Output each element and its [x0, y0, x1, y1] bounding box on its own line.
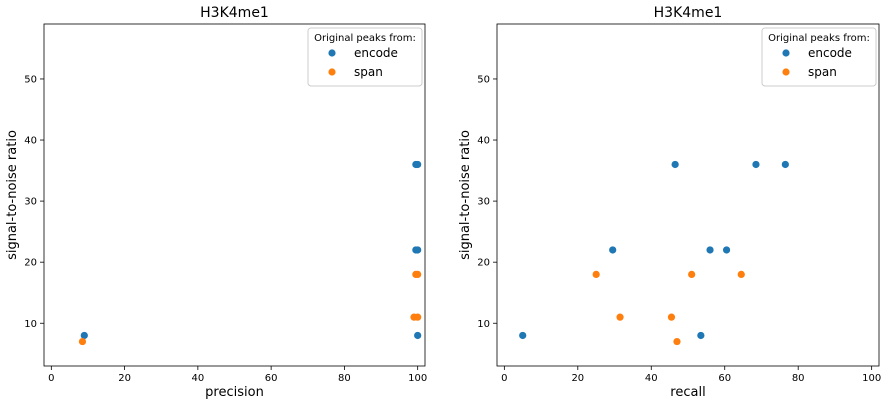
y-tick-label: 20 — [24, 258, 37, 269]
legend-marker-span — [328, 68, 336, 76]
legend: Original peaks from: encode span — [761, 27, 877, 87]
plot-frame — [496, 23, 880, 367]
data-point-encode — [752, 160, 760, 169]
data-point-span — [688, 270, 696, 278]
y-tick-label: 50 — [24, 74, 37, 85]
legend: Original peaks from: encode span — [307, 27, 423, 87]
chart-panel-2: H3K4me1 0 20 40 60 80 100 10 20 30 40 50 recall signa… — [458, 5, 881, 400]
legend-box — [761, 27, 877, 87]
x-tick-label: 80 — [792, 373, 805, 384]
data-point-encode — [781, 160, 789, 169]
x-axis-label: recall — [670, 385, 705, 400]
chart-panel-1: H3K4me1 0 20 40 60 80 100 10 20 30 40 50 precision si… — [5, 5, 427, 400]
legend-entry-span: span — [808, 65, 837, 79]
legend-title: Original peaks from: — [314, 33, 416, 44]
x-tick-label: 40 — [645, 373, 658, 384]
y-tick-label: 10 — [24, 319, 37, 330]
data-point-span — [667, 313, 676, 321]
y-tick-label: 30 — [477, 197, 490, 208]
x-tick-label: 20 — [118, 373, 131, 384]
data-point-span — [78, 337, 87, 346]
y-tick-label: 20 — [477, 258, 490, 269]
data-point-encode — [414, 331, 422, 340]
data-point-span — [673, 337, 681, 346]
plot-frame — [43, 23, 426, 367]
data-point-encode — [80, 331, 88, 340]
data-point-encode — [609, 246, 617, 254]
legend-entry-encode: encode — [354, 46, 398, 60]
x-tick-label: 60 — [718, 373, 731, 384]
y-tick-label: 40 — [477, 136, 490, 147]
data-point-span — [592, 270, 600, 278]
legend-entry-encode: encode — [808, 46, 852, 60]
x-axis-label: precision — [205, 385, 264, 400]
x-tick-label: 60 — [265, 373, 278, 384]
y-tick-label: 50 — [477, 74, 490, 85]
data-point-encode — [706, 246, 714, 254]
y-axis-label: signal-to-noise ratio — [458, 130, 473, 260]
x-tick-label: 40 — [191, 373, 204, 384]
legend-marker-span — [782, 68, 790, 76]
legend-title: Original peaks from: — [768, 33, 870, 44]
data-point-encode — [414, 246, 422, 254]
chart-title: H3K4me1 — [654, 5, 723, 21]
data-point-encode — [671, 160, 679, 169]
x-tick-label: 80 — [338, 373, 351, 384]
legend-box — [307, 27, 423, 87]
y-axis-label: signal-to-noise ratio — [5, 130, 20, 260]
x-tick-label: 0 — [501, 373, 507, 384]
x-tick-label: 100 — [862, 373, 881, 384]
data-point-span — [737, 270, 745, 278]
y-tick-label: 40 — [24, 136, 37, 147]
data-point-encode — [414, 160, 422, 169]
data-point-encode — [697, 331, 705, 340]
data-point-span — [414, 270, 422, 278]
x-tick-label: 20 — [571, 373, 584, 384]
legend-marker-encode — [782, 49, 790, 57]
data-point-encode — [519, 331, 527, 340]
data-point-encode — [722, 246, 731, 254]
legend-entry-span: span — [354, 65, 383, 79]
y-tick-label: 30 — [24, 197, 37, 208]
data-point-span — [414, 313, 422, 321]
x-tick-label: 100 — [408, 373, 427, 384]
legend-marker-encode — [328, 49, 336, 57]
chart-title: H3K4me1 — [200, 5, 269, 21]
y-tick-label: 10 — [477, 319, 490, 330]
data-point-span — [616, 313, 624, 321]
x-tick-label: 0 — [48, 373, 54, 384]
